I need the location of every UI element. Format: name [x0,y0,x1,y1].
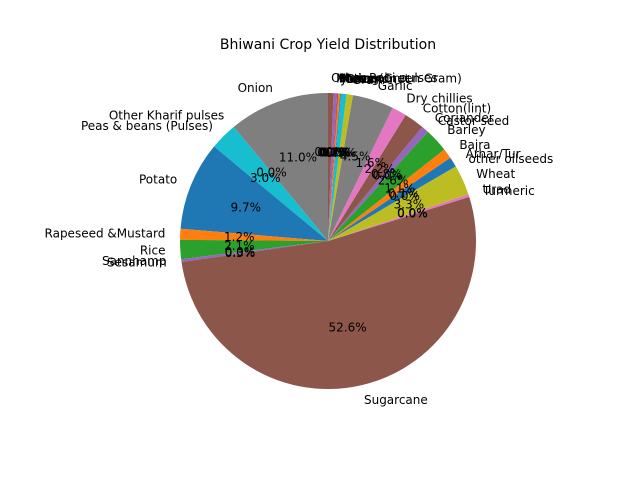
pie-slice-turmeric [328,194,470,241]
category-label-turmeric: Turmeric [482,184,535,198]
category-label-gram: Gram [352,73,385,87]
pie-slice-barley [328,131,445,241]
pct-label-barley: 2.6% [378,174,409,188]
category-label-other-rabi-pulses: Other Rabi pulses [331,71,438,85]
category-label-wheat: Wheat [476,167,515,181]
category-label-other-oilseeds: other oilseeds [469,152,554,166]
pie-slice-potato [180,146,328,241]
pct-label-onion: 11.0% [279,150,317,164]
pie-slice-moong-green-gram [328,93,339,241]
pie-slice-rapeseed-mustard [180,228,328,241]
pct-label-sannhamp: 0.0% [225,245,256,259]
pct-label-masoor: 0.0% [319,145,350,159]
category-label-sesamum: Sesamum [107,256,167,270]
pct-label-groundnut: 0.6% [322,146,353,160]
category-label-castor-seed: Castor seed [438,114,509,128]
pct-label-garlic: 4.5% [340,149,371,163]
category-label-sannhamp: Sannhamp [102,254,166,268]
pct-label-other-rabi-pulses: 0.0% [314,145,345,159]
category-label-maize: Maize [340,72,375,86]
pct-label-maize: 0.2% [319,145,350,159]
pct-label-arhar-tur: 0.1% [388,187,419,201]
category-label-jowar: Jowar [341,72,375,86]
category-label-moth: Moth [336,71,366,85]
category-label-rice: Rice [140,243,166,257]
pct-label-cotton-lint: 2.2% [364,162,395,176]
pie-slice-cotton-lint [328,115,423,241]
pie-slice-arhar-tur [328,157,456,241]
pct-label-wheat: 3.3% [394,197,425,211]
category-label-sugarcane: Sugarcane [364,393,428,407]
pct-label-moth: 0.4% [317,145,348,159]
pie-slice-peas-beans-pulses [214,126,328,241]
chart-title: Bhiwani Crop Yield Distribution [220,37,436,53]
pie-slice-sugarcane [181,196,477,390]
pct-label-gram: 0.7% [326,146,357,160]
pct-label-coriander: 0.8% [371,167,402,181]
pie-slice-garlic [328,95,393,242]
pct-label-peas-beans-pulses: 3.0% [250,171,281,185]
pie-slice-moth [328,93,338,241]
category-label-masoor: Masoor [339,72,383,86]
pie-slice-onion [233,93,328,241]
pct-label-rapeseed-mustard: 1.2% [224,230,255,244]
pct-label-jowar: 0.1% [320,146,351,160]
percentage-labels: 11.0%0.0%3.0%9.7%1.2%2.1%0.0%0.3%52.6%0.… [224,145,428,334]
pct-label-castor-seed: 0.0% [373,168,404,182]
pie-slice-maize [328,93,341,241]
pct-label-other-oilseeds: 0.0% [389,189,420,203]
pie-slice-dry-chillies [328,107,406,241]
pct-label-sesamum: 0.3% [225,246,256,260]
pct-label-other-kharif-pulses: 0.0% [256,166,287,180]
pct-label-urad: 0.0% [397,206,428,220]
pie-slice-sesamum [181,241,328,263]
category-label-urad: Urad [482,183,511,197]
pct-label-potato: 9.7% [231,200,262,214]
pct-label-moong-green-gram: 0.1% [319,145,350,159]
category-label-arhar-tur: Arhar/Tur [466,147,521,161]
pie-slice-coriander [328,126,428,241]
category-label-other-kharif-pulses: Other Kharif pulses [109,108,224,122]
pie-slice-jowar [328,93,341,242]
category-label-groundnut: Groundnut [345,72,409,86]
category-label-onion: Onion [238,81,273,95]
category-label-rapeseed-mustard: Rapeseed &Mustard [45,227,166,241]
pct-label-dry-chillies: 1.6% [355,156,386,170]
category-label-cotton-lint: Cotton(lint) [423,102,491,116]
category-label-barley: Barley [447,123,485,137]
category-label-dry-chillies: Dry chillies [406,91,472,105]
category-label-potato: Potato [139,172,177,186]
category-label-garlic: Garlic [378,79,413,93]
pct-label-bajra: 1.1% [384,182,415,196]
pie-slice-gram [328,94,353,241]
pct-label-rice: 2.1% [224,239,255,253]
category-label-peas-beans-pulses: Peas & beans (Pulses) [81,119,213,133]
pct-label-turmeric: 0.0% [397,207,428,221]
category-label-bajra: Bajra [459,138,490,152]
pie-slice-groundnut [328,93,347,241]
pie-slice-bajra [328,149,451,241]
category-label-moong-green-gram: Moong(Green Gram) [339,72,462,86]
category-label-coriander: Coriander [435,111,494,125]
pie-slice-other-rabi-pulses [328,92,334,241]
pie-slices [179,92,477,390]
pie-slice-rice [179,239,328,260]
pie-slice-wheat [328,166,469,241]
pct-label-sugarcane: 52.6% [329,321,367,335]
